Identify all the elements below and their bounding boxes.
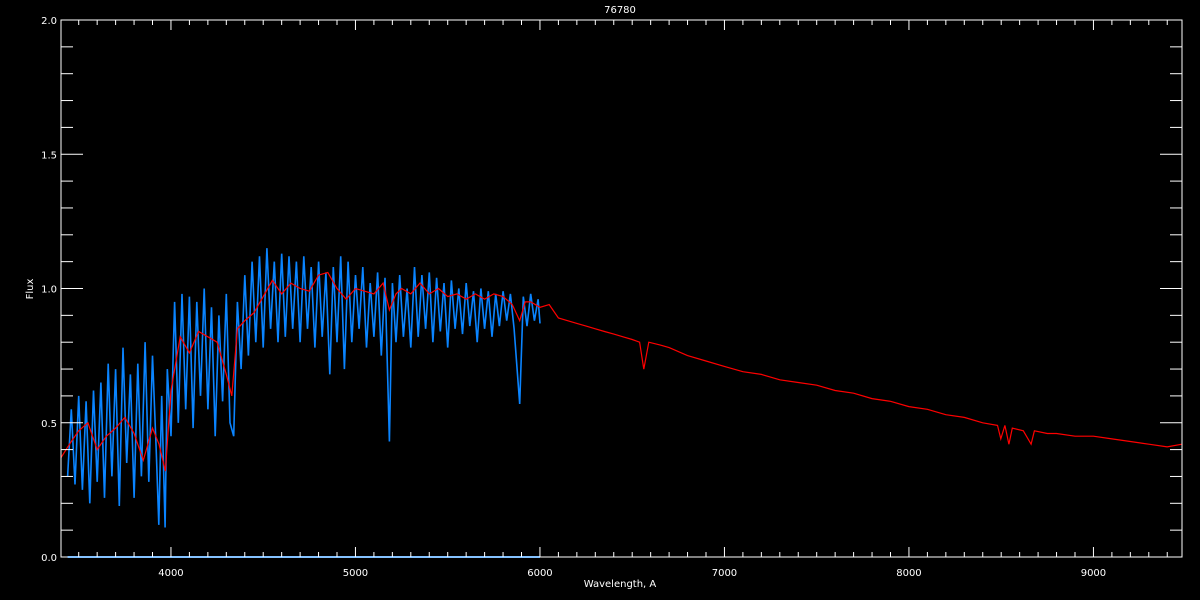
- y-tick-label: 1.5: [41, 150, 57, 161]
- chart-title: 76780: [604, 5, 636, 16]
- x-tick-label: 4000: [158, 568, 183, 579]
- y-axis-label: Flux: [25, 279, 36, 300]
- x-tick-labels: 4000 5000 6000 7000 8000 9000: [158, 568, 1106, 579]
- x-tick-label: 8000: [896, 568, 921, 579]
- y-tick-label: 2.0: [41, 16, 57, 27]
- x-tick-label: 9000: [1081, 568, 1106, 579]
- y-tick-label: 0.0: [41, 553, 57, 564]
- x-axis-label: Wavelength, A: [584, 579, 657, 590]
- series-line-1: [60, 271, 1183, 472]
- series-line-0: [66, 248, 541, 528]
- ticks: [61, 20, 1182, 557]
- y-tick-labels: 0.0 0.5 1.0 1.5 2.0: [41, 16, 57, 564]
- x-tick-label: 5000: [343, 568, 368, 579]
- x-tick-label: 6000: [527, 568, 552, 579]
- x-tick-label: 7000: [712, 568, 737, 579]
- y-tick-label: 0.5: [41, 419, 57, 430]
- y-tick-label: 1.0: [41, 285, 57, 296]
